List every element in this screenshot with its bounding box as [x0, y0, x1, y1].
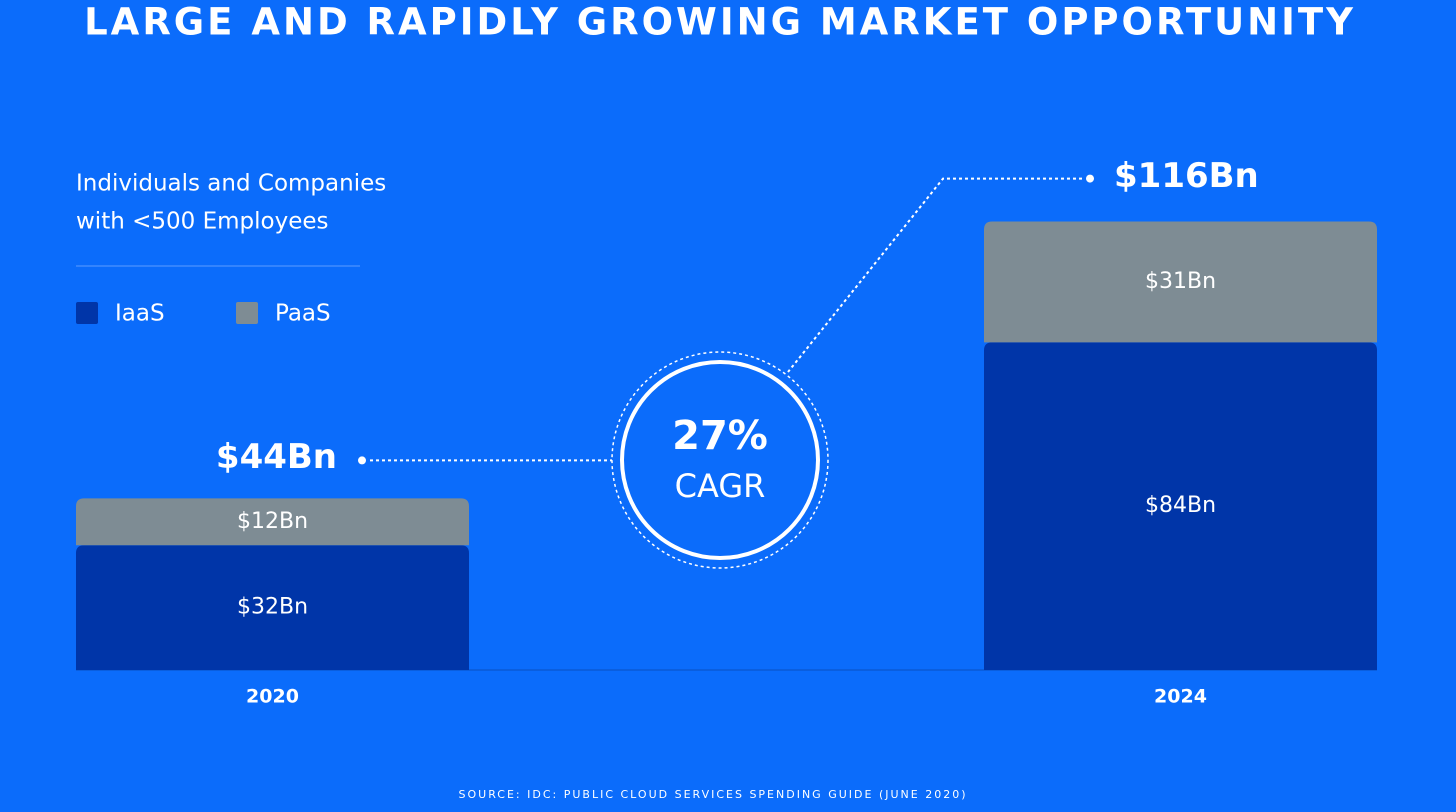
- subtitle: Individuals and Companies: [76, 171, 386, 197]
- bar-segment: [76, 498, 469, 546]
- leader-line: [787, 177, 1082, 373]
- bar-segment: [76, 545, 469, 670]
- chart-title: LARGE AND RAPIDLY GROWING MARKET OPPORTU…: [84, 1, 1356, 44]
- bar-segment: [984, 342, 1377, 670]
- x-tick-label: 2020: [246, 686, 299, 708]
- total-label: $44Bn: [216, 437, 337, 477]
- cagr-label: CAGR: [675, 467, 766, 505]
- x-tick-label: 2024: [1154, 686, 1207, 708]
- value-label: $31Bn: [1145, 269, 1216, 294]
- subtitle: with <500 Employees: [76, 209, 328, 235]
- total-marker: [1086, 174, 1094, 183]
- legend-label: PaaS: [275, 301, 331, 327]
- total-label: $116Bn: [1114, 156, 1259, 196]
- source: SOURCE: IDC: PUBLIC CLOUD SERVICES SPEND…: [459, 788, 968, 801]
- total-marker: [358, 456, 366, 465]
- cagr-value: 27%: [672, 413, 768, 459]
- legend-label: IaaS: [115, 301, 165, 327]
- legend-swatch: [76, 302, 98, 324]
- bar-segment: [984, 221, 1377, 343]
- value-label: $84Bn: [1145, 493, 1216, 518]
- value-label: $32Bn: [237, 595, 308, 620]
- legend-swatch: [236, 302, 258, 324]
- cagr-circle: [620, 360, 820, 560]
- value-label: $12Bn: [237, 509, 308, 534]
